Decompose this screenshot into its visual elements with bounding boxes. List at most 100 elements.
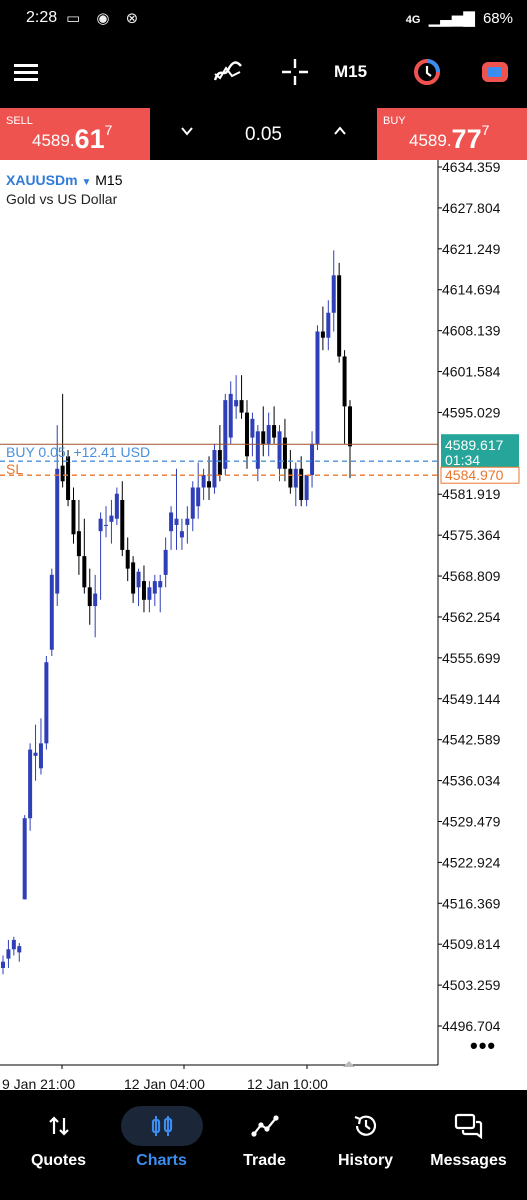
buy-button[interactable]: BUY 4589.777: [377, 108, 527, 160]
countdown-label: 01:34: [445, 452, 480, 468]
candle-body: [315, 331, 320, 444]
chart-description: Gold vs US Dollar: [6, 191, 118, 207]
candle-body: [288, 468, 293, 488]
charts-icon: [120, 1106, 203, 1146]
lot-selector: 0.05: [150, 108, 377, 160]
candle-body: [299, 468, 304, 500]
candle-body: [196, 487, 201, 507]
battery-level: 68%: [482, 10, 513, 27]
candle-body: [185, 518, 190, 525]
y-tick-label: 4522.924: [442, 854, 501, 870]
candle-body: [60, 465, 65, 482]
candle-body: [49, 574, 54, 650]
current-price-tag: [441, 434, 519, 469]
candle-body: [304, 475, 309, 500]
candle-body: [228, 393, 233, 438]
nav-charts[interactable]: Charts: [109, 1106, 214, 1170]
candle-body: [293, 468, 298, 488]
y-tick-label: 4595.029: [442, 404, 501, 420]
candle-body: [82, 556, 87, 588]
candle-body: [201, 475, 206, 488]
candle-body: [212, 450, 217, 488]
sl-price-label: 4584.970: [445, 467, 504, 483]
lot-increase-icon[interactable]: [333, 120, 347, 141]
nav-history[interactable]: History: [313, 1106, 418, 1170]
x-tick-label: 12 Jan 04:00: [124, 1076, 205, 1090]
candle-body: [207, 481, 212, 488]
signal-icon: ▁▃▅▇: [428, 10, 475, 27]
menu-icon[interactable]: [10, 54, 42, 90]
sell-label: SELL: [6, 115, 33, 127]
candle-body: [158, 581, 163, 588]
y-tick-label: 4529.479: [442, 813, 501, 829]
home-indicator: [0, 1188, 527, 1200]
timeframe-button[interactable]: M15: [334, 62, 368, 81]
candle-body: [255, 431, 260, 469]
candle-body: [114, 493, 119, 519]
sell-price: 4589.617: [32, 122, 113, 154]
crosshair-icon[interactable]: [278, 54, 312, 90]
scroll-marker-icon: [343, 1061, 355, 1067]
history-icon: [313, 1106, 418, 1146]
y-tick-label: 4627.804: [442, 200, 501, 216]
new-order-icon[interactable]: [476, 54, 514, 90]
nav-quotes[interactable]: Quotes: [6, 1106, 111, 1170]
candle-body: [98, 518, 103, 532]
one-click-trade-bar: SELL 4589.617 0.05 BUY 4589.777: [0, 108, 527, 160]
indicators-icon[interactable]: [210, 54, 246, 90]
candle-body: [174, 518, 179, 525]
nav-trade[interactable]: Trade: [212, 1106, 317, 1170]
bottom-navigation: Quotes Charts Trade History Messages: [0, 1090, 527, 1200]
candle-body: [244, 412, 249, 457]
nav-messages[interactable]: Messages: [416, 1106, 521, 1170]
candle-body: [326, 312, 331, 338]
candle-body: [277, 431, 282, 469]
y-tick-label: 4549.144: [442, 691, 501, 707]
candle-body: [17, 946, 22, 953]
candle-body: [87, 587, 92, 607]
candle-body: [282, 437, 287, 469]
more-icon[interactable]: •••: [470, 1033, 497, 1058]
y-tick-label: 4608.139: [442, 323, 501, 339]
candle-body: [11, 939, 16, 950]
buy-label: BUY: [383, 115, 406, 127]
chart-area[interactable]: XAUUSDm ▼ M15 Gold vs US Dollar 4634.359…: [0, 160, 527, 1090]
sl-price-tag: [440, 466, 520, 484]
candle-body: [93, 593, 98, 607]
candle-body: [141, 581, 146, 600]
candle-body: [331, 275, 336, 313]
candle-body: [55, 468, 60, 594]
candle-body: [147, 587, 152, 600]
candle-body: [266, 425, 271, 444]
candle-body: [136, 571, 141, 588]
sell-button[interactable]: SELL 4589.617: [0, 108, 150, 160]
y-tick-label: 4581.919: [442, 486, 501, 502]
candle-body: [217, 450, 222, 476]
chart-symbol[interactable]: XAUUSDm ▼ M15: [6, 172, 123, 188]
candle-body: [71, 499, 76, 535]
status-bar: 2:28 ▭ ◉ ⊗ 4G ▁▃▅▇ 68%: [0, 0, 527, 38]
one-click-trading-icon[interactable]: [408, 54, 446, 90]
candle-body: [250, 418, 255, 438]
y-tick-label: 4562.254: [442, 609, 501, 625]
candle-body: [337, 275, 342, 357]
sl-label: SL: [6, 461, 23, 477]
y-tick-label: 4536.034: [442, 773, 501, 789]
candle-body: [223, 400, 228, 469]
candle-body: [320, 331, 325, 338]
y-tick-label: 4601.584: [442, 364, 501, 380]
candle-body: [261, 431, 266, 444]
network-icon: 4G: [405, 14, 421, 26]
candle-body: [169, 512, 174, 532]
status-right: 4G ▁▃▅▇ 68%: [406, 9, 513, 27]
lot-value[interactable]: 0.05: [245, 124, 282, 145]
candle-body: [234, 400, 239, 407]
y-tick-label: 4509.814: [442, 936, 501, 952]
candle-body: [179, 531, 184, 538]
candle-body: [190, 487, 195, 519]
candle-body: [152, 581, 157, 594]
lot-decrease-icon[interactable]: [180, 120, 194, 141]
candlestick-chart[interactable]: 4634.359 4627.804 4621.249 4614.694 4608.139…: [0, 160, 527, 1090]
candle-body: [6, 949, 11, 959]
y-tick-label: 4614.694: [442, 282, 501, 298]
